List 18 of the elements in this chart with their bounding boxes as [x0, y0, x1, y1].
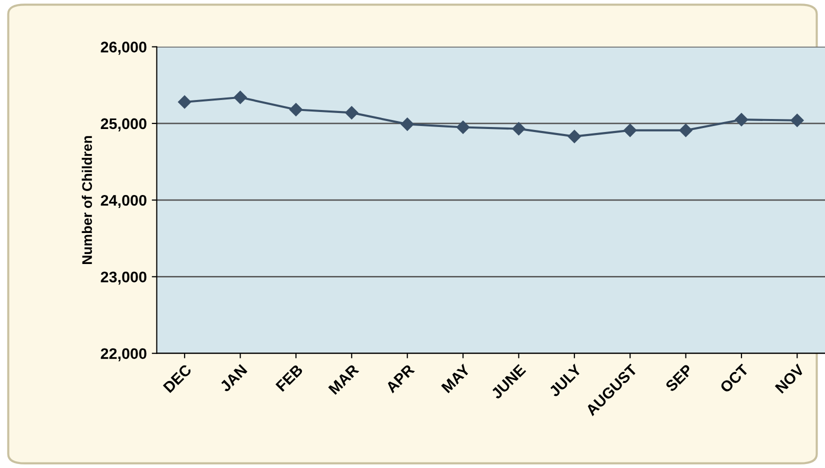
- point: [568, 130, 581, 144]
- point: [790, 114, 804, 127]
- point: [234, 90, 247, 104]
- y-tick-label: 22,000: [100, 348, 146, 362]
- y-tick-label: 25,000: [100, 118, 146, 132]
- y-axis-title: Number of Children: [82, 136, 92, 264]
- point: [178, 95, 192, 109]
- point: [624, 124, 637, 137]
- point: [512, 122, 526, 136]
- point: [679, 124, 692, 137]
- point: [345, 106, 358, 120]
- point: [734, 113, 748, 126]
- point: [456, 120, 470, 134]
- point: [400, 118, 414, 131]
- y-tick-label: 23,000: [100, 272, 146, 285]
- y-tick-label: 26,000: [100, 42, 146, 55]
- point: [289, 103, 303, 116]
- y-tick-label: 24,000: [100, 194, 146, 208]
